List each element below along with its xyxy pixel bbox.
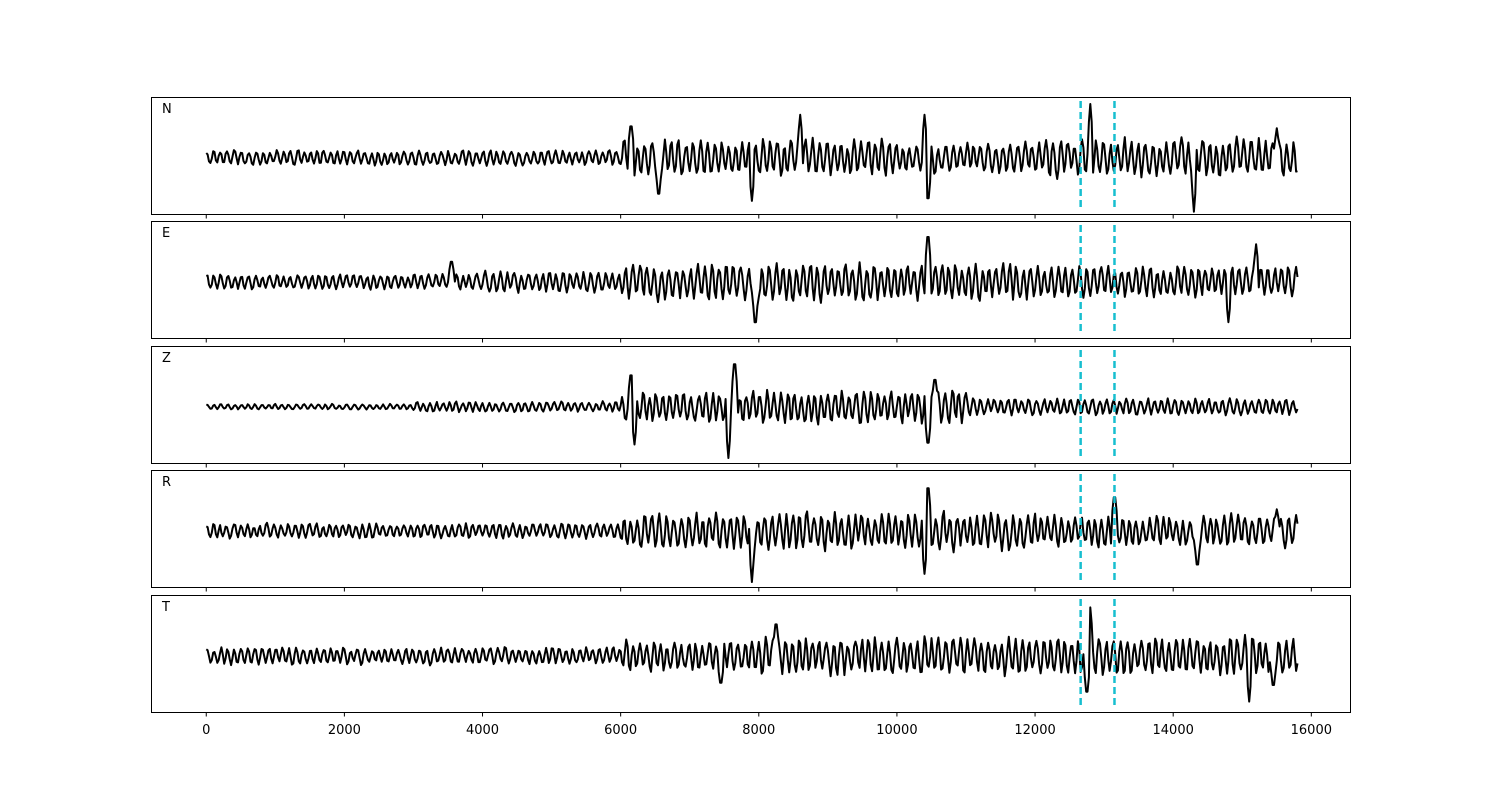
x-tick-label: 2000: [328, 723, 361, 738]
x-tick-label: 16000: [1291, 723, 1332, 738]
trace-e: [206, 236, 1299, 324]
panel-label: Z: [162, 351, 171, 366]
panel-r: R: [151, 470, 1351, 592]
x-tick-label: 12000: [1014, 723, 1055, 738]
x-tick-label: 10000: [876, 723, 917, 738]
panel-n: N: [151, 97, 1351, 219]
panel-label: N: [162, 102, 172, 117]
x-tick-label: 14000: [1153, 723, 1194, 738]
panel-e: E: [151, 221, 1351, 343]
x-tick-label: 4000: [466, 723, 499, 738]
x-tick-label: 8000: [742, 723, 775, 738]
panel-label: R: [162, 475, 171, 490]
x-tick-label: 6000: [604, 723, 637, 738]
x-tick-label: 0: [202, 723, 210, 738]
panel-label: T: [161, 600, 170, 615]
panel-label: E: [162, 226, 170, 241]
panel-t: T: [151, 595, 1351, 717]
panel-z: Z: [151, 346, 1351, 468]
